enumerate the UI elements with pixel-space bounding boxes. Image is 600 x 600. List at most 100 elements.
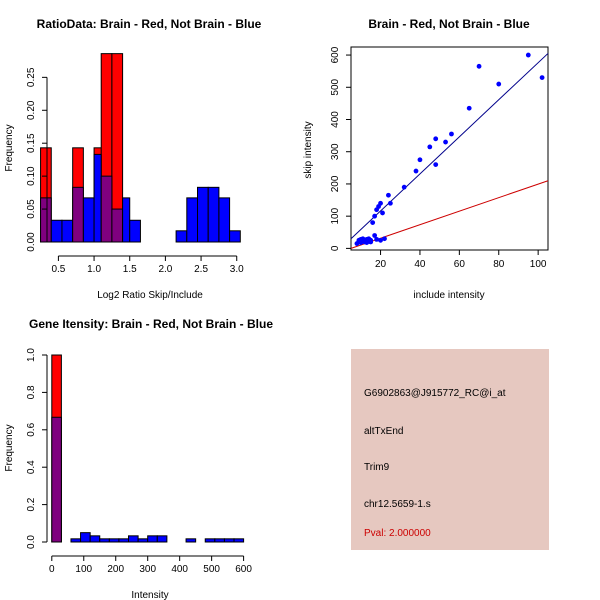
ratio-notbrain-bar-7 xyxy=(111,208,124,243)
intensity-notbrain-bar-2 xyxy=(80,532,91,543)
intensity-notbrain-bar-10 xyxy=(156,535,168,543)
intensity-notbrain-bar-14 xyxy=(223,538,235,543)
ratio-notbrain-bar-11 xyxy=(186,197,199,243)
ratio-notbrain-bar-4 xyxy=(82,197,95,243)
ratio-histogram-bars xyxy=(40,53,241,243)
scatter-y-tick-label-3: 300 xyxy=(330,143,341,160)
location-text: chr12.5659-1.s xyxy=(364,499,431,510)
pval-text: Pval: 2.000000 xyxy=(364,528,431,539)
scatter-point-26 xyxy=(388,200,393,206)
intensity-histogram-xlabel: Intensity xyxy=(131,590,168,600)
intensity-notbrain-bar-8 xyxy=(137,538,149,543)
scatter-x-tick-label-0: 20 xyxy=(375,259,387,270)
ratio-y-tick-label-3: 0.15 xyxy=(26,133,37,153)
scatter-x-tick-label-1: 40 xyxy=(414,259,426,270)
intensity-histogram-ylabel: Frequency xyxy=(4,424,15,471)
scatter-plot-frame xyxy=(350,46,549,251)
ratio-histogram-panel: RatioData: Brain - Red, Not Brain - Blue… xyxy=(4,17,262,301)
intensity-histogram-title: Gene Itensity: Brain - Red, Not Brain - … xyxy=(29,317,273,331)
scatter-panel: Brain - Red, Not Brain - Blue 20 40 60 80 10… xyxy=(303,17,549,301)
scatter-point-35 xyxy=(466,105,472,111)
intensity-y-tick-label-5: 1.0 xyxy=(26,348,37,362)
scatter-y-tick-label-4: 400 xyxy=(330,111,341,128)
ratio-x-tick-label-5: 3.0 xyxy=(230,264,244,275)
scatter-point-38 xyxy=(525,52,531,58)
ratio-y-tick-label-4: 0.20 xyxy=(26,100,37,120)
scatter-point-36 xyxy=(476,63,482,69)
ratio-histogram-xlabel: Log2 Ratio Skip/Include xyxy=(97,290,203,301)
intensity-notbrain-bar-7 xyxy=(128,535,139,543)
intensity-notbrain-bar-3 xyxy=(89,535,101,543)
scatter-x-tick-label-4: 100 xyxy=(530,259,547,270)
probe-id-text: G6902863@J915772_RC@i_at xyxy=(364,388,506,399)
ratio-notbrain-bar-12 xyxy=(197,186,209,243)
ratio-histogram-ylabel: Frequency xyxy=(4,124,15,171)
scatter-point-16 xyxy=(372,233,378,238)
ratio-histogram-axes: 0.5 1.0 1.5 2.0 2.5 3.0 0.00 0.05 0.10 0.15 0.20 0.… xyxy=(26,67,244,275)
event-type-text: altTxEnd xyxy=(364,426,403,437)
intensity-x-tick-label-2: 200 xyxy=(107,564,124,575)
scatter-axes: 20 40 60 80 100 0 100 200 300 400 500 600 xyxy=(330,46,547,270)
ratio-notbrain-bar-6 xyxy=(100,175,113,243)
scatter-y-tick-label-5: 500 xyxy=(330,78,341,95)
ratio-notbrain-bar-15 xyxy=(229,230,241,243)
ratio-notbrain-bar-8 xyxy=(122,197,131,243)
intensity-x-tick-label-4: 400 xyxy=(171,564,188,575)
intensity-y-tick-label-3: 0.6 xyxy=(26,422,37,436)
info-panel: G6902863@J915772_RC@i_at altTxEnd Trim9 … xyxy=(351,349,549,550)
ratio-notbrain-bar-5 xyxy=(93,153,102,243)
scatter-point-15 xyxy=(370,220,376,226)
ratio-x-tick-label-2: 1.5 xyxy=(123,264,137,275)
intensity-y-tick-label-1: 0.2 xyxy=(26,497,37,511)
ratio-notbrain-bar-1 xyxy=(50,219,63,243)
intensity-notbrain-bar-5 xyxy=(108,538,120,543)
scatter-point-29 xyxy=(417,157,423,163)
ratio-x-tick-label-0: 0.5 xyxy=(51,264,65,275)
scatter-point-24 xyxy=(382,236,387,242)
ratio-y-tick-label-0: 0.00 xyxy=(26,232,37,252)
intensity-x-tick-label-0: 0 xyxy=(49,564,55,575)
scatter-point-33 xyxy=(443,139,448,145)
scatter-point-32 xyxy=(433,162,439,168)
intensity-notbrain-bar-4 xyxy=(99,538,110,543)
scatter-y-tick-label-1: 100 xyxy=(330,207,341,224)
scatter-point-37 xyxy=(496,81,502,87)
scatter-xlabel: include intensity xyxy=(413,290,484,301)
intensity-notbrain-bar-15 xyxy=(233,538,245,543)
scatter-x-tick-label-3: 80 xyxy=(493,259,505,270)
scatter-point-30 xyxy=(427,144,433,150)
intensity-notbrain-bar-6 xyxy=(118,538,130,543)
scatter-fit-lines xyxy=(350,53,549,249)
intensity-notbrain-bar-9 xyxy=(147,535,158,543)
scatter-point-28 xyxy=(413,168,419,174)
scatter-point-25 xyxy=(386,192,391,198)
ratio-notbrain-bar-13 xyxy=(207,186,220,243)
gene-name-text: Trim9 xyxy=(364,462,390,473)
intensity-x-tick-label-5: 500 xyxy=(203,564,220,575)
scatter-point-21 xyxy=(378,200,383,206)
intensity-notbrain-bar-1 xyxy=(70,538,82,543)
scatter-title: Brain - Red, Not Brain - Blue xyxy=(368,17,530,31)
scatter-y-tick-label-6: 600 xyxy=(330,46,341,63)
scatter-point-39 xyxy=(539,75,545,81)
ratio-notbrain-bar-14 xyxy=(218,197,231,243)
ratio-notbrain-bar-9 xyxy=(129,219,141,243)
scatter-point-14 xyxy=(368,237,374,243)
ratio-x-tick-label-1: 1.0 xyxy=(87,264,101,275)
intensity-x-tick-label-1: 100 xyxy=(75,564,92,575)
ratio-x-tick-label-4: 2.5 xyxy=(194,264,208,275)
intensity-notbrain-bar-11 xyxy=(185,538,197,543)
intensity-histogram-axes: 0 100 200 300 400 500 600 0.0 0.2 0.4 0.6 0.8 1.0 xyxy=(26,348,252,575)
ratio-y-tick-label-1: 0.05 xyxy=(26,199,37,219)
ratio-x-tick-label-3: 2.0 xyxy=(158,264,172,275)
scatter-point-19 xyxy=(374,236,380,242)
ratio-y-tick-label-2: 0.10 xyxy=(26,166,37,186)
intensity-notbrain-bar-13 xyxy=(214,538,225,543)
scatter-fit-line-blue_fit xyxy=(350,53,549,240)
scatter-x-tick-label-2: 60 xyxy=(454,259,466,270)
scatter-point-23 xyxy=(380,210,385,216)
scatter-point-31 xyxy=(433,136,439,142)
intensity-x-tick-label-6: 600 xyxy=(235,564,252,575)
ratio-y-tick-label-5: 0.25 xyxy=(26,67,37,87)
